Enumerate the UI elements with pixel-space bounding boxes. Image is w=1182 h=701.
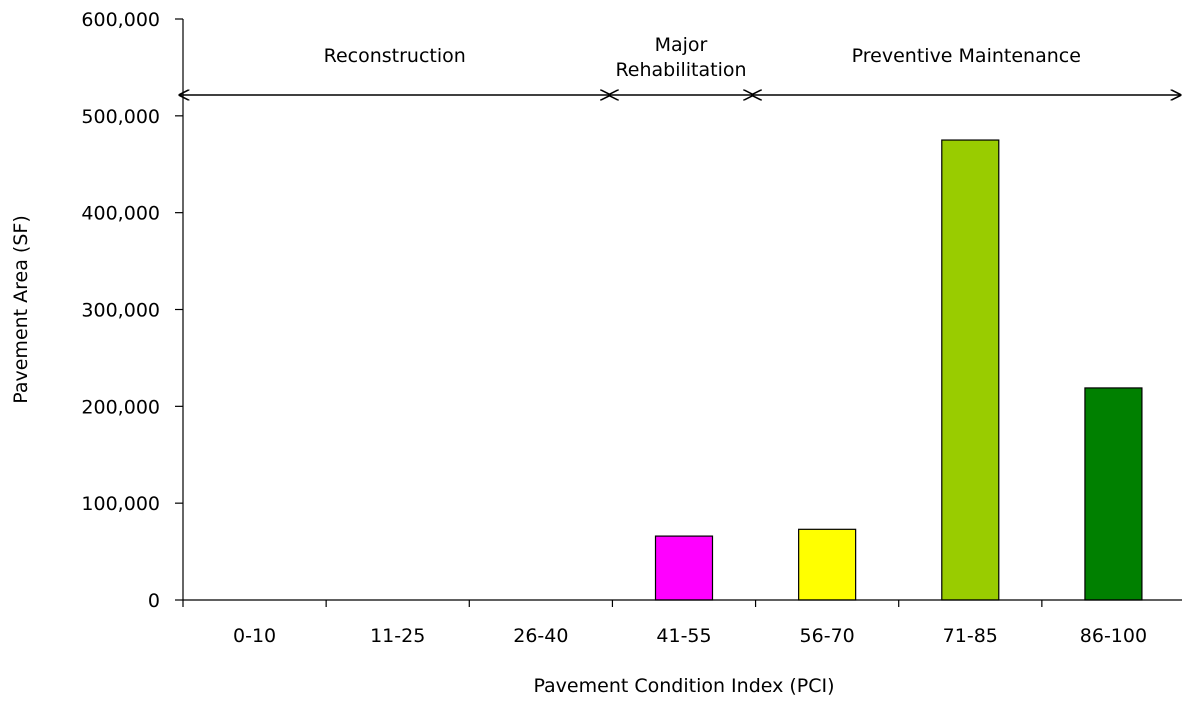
y-tick-label: 500,000 bbox=[81, 106, 160, 128]
y-axis-title: Pavement Area (SF) bbox=[10, 215, 32, 404]
treatment-zones: Reconstruction Major Rehabilitation Prevent… bbox=[179, 34, 1181, 95]
x-axis-title: Pavement Condition Index (PCI) bbox=[533, 675, 834, 697]
y-tick-label: 400,000 bbox=[81, 203, 160, 225]
zone-label: Reconstruction bbox=[324, 45, 466, 67]
zone-label: Major bbox=[655, 34, 708, 56]
zone-label: Preventive Maintenance bbox=[852, 45, 1081, 67]
bar-71-85 bbox=[941, 139, 1000, 601]
x-tick-label: 11-25 bbox=[370, 625, 425, 647]
y-tick-label: 200,000 bbox=[81, 396, 160, 418]
x-tick-label: 86-100 bbox=[1080, 625, 1147, 647]
x-tick-label: 0-10 bbox=[233, 625, 276, 647]
y-tick-label: 600,000 bbox=[81, 9, 160, 31]
y-axis-ticks: 0 100,000 200,000 300,000 400,000 500,000 600,… bbox=[81, 9, 183, 612]
zone-label: Rehabilitation bbox=[615, 59, 746, 81]
bars-group bbox=[654, 139, 1143, 601]
x-tick-label: 26-40 bbox=[513, 625, 568, 647]
y-tick-label: 300,000 bbox=[81, 300, 160, 322]
x-tick-label: 56-70 bbox=[800, 625, 855, 647]
y-tick-label: 100,000 bbox=[81, 493, 160, 515]
x-tick-label: 71-85 bbox=[943, 625, 998, 647]
bar-86-100 bbox=[1084, 387, 1143, 601]
x-axis-ticks: 0-10 11-25 26-40 41-55 56-70 71-85 86-100 bbox=[182, 600, 1147, 647]
y-tick-label: 0 bbox=[148, 590, 160, 612]
x-tick-label: 41-55 bbox=[656, 625, 711, 647]
bar-56-70 bbox=[798, 528, 857, 601]
bar-41-55 bbox=[654, 535, 714, 601]
